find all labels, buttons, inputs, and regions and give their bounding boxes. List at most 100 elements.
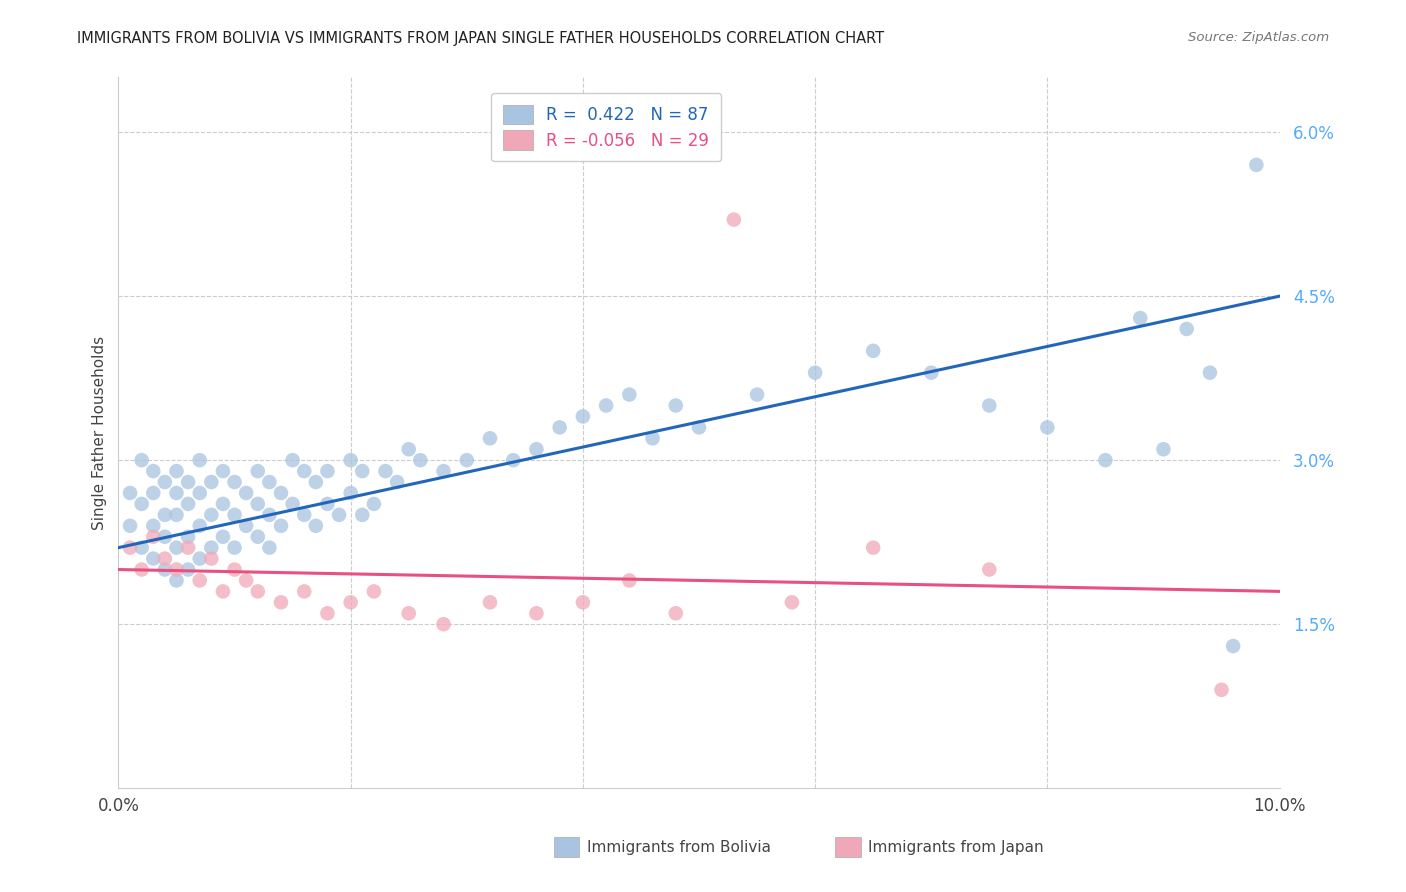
Point: [862, 541, 884, 555]
Point: [131, 497, 153, 511]
Point: [339, 595, 361, 609]
Point: [409, 453, 432, 467]
Point: [1175, 322, 1198, 336]
Point: [526, 607, 548, 621]
Point: [177, 475, 200, 489]
Point: [1094, 453, 1116, 467]
Point: [641, 431, 664, 445]
Point: [118, 486, 141, 500]
Point: [526, 442, 548, 457]
Y-axis label: Single Father Households: Single Father Households: [93, 335, 107, 530]
Point: [224, 562, 246, 576]
Point: [572, 595, 595, 609]
Point: [665, 399, 688, 413]
Point: [292, 464, 315, 478]
Point: [502, 453, 524, 467]
Point: [200, 475, 222, 489]
Point: [131, 541, 153, 555]
Point: [432, 464, 454, 478]
Point: [619, 387, 641, 401]
Point: [862, 343, 884, 358]
Point: [1036, 420, 1059, 434]
Point: [1211, 682, 1233, 697]
Point: [456, 453, 478, 467]
Point: [166, 464, 188, 478]
Point: [188, 551, 211, 566]
Point: [688, 420, 710, 434]
Point: [212, 464, 235, 478]
Point: [432, 617, 454, 632]
Point: [224, 508, 246, 522]
Point: [352, 508, 374, 522]
Point: [118, 518, 141, 533]
Point: [212, 530, 235, 544]
Point: [142, 518, 165, 533]
Point: [316, 464, 339, 478]
Point: [224, 541, 246, 555]
Point: [374, 464, 396, 478]
Point: [177, 562, 200, 576]
Point: [979, 562, 1001, 576]
Point: [212, 497, 235, 511]
Point: [131, 453, 153, 467]
Point: [142, 551, 165, 566]
Point: [200, 551, 222, 566]
Point: [153, 562, 176, 576]
Point: [131, 562, 153, 576]
Point: [292, 584, 315, 599]
Point: [305, 475, 328, 489]
Point: [166, 562, 188, 576]
Point: [745, 387, 768, 401]
Point: [665, 607, 688, 621]
Point: [153, 475, 176, 489]
Point: [1222, 639, 1244, 653]
Point: [1246, 158, 1268, 172]
Point: [246, 497, 269, 511]
Point: [316, 607, 339, 621]
Point: [259, 475, 281, 489]
Point: [920, 366, 942, 380]
Point: [979, 399, 1001, 413]
Point: [1199, 366, 1222, 380]
Point: [780, 595, 803, 609]
Point: [200, 541, 222, 555]
Point: [235, 518, 257, 533]
Point: [385, 475, 408, 489]
Point: [166, 574, 188, 588]
Point: [246, 530, 269, 544]
Point: [153, 530, 176, 544]
Point: [595, 399, 617, 413]
Point: [328, 508, 350, 522]
Point: [281, 453, 304, 467]
Point: [188, 574, 211, 588]
Point: [177, 497, 200, 511]
Point: [188, 453, 211, 467]
Point: [363, 497, 385, 511]
Point: [479, 431, 502, 445]
Point: [259, 508, 281, 522]
Point: [1129, 311, 1152, 326]
Point: [339, 453, 361, 467]
Point: [166, 508, 188, 522]
Point: [212, 584, 235, 599]
Point: [363, 584, 385, 599]
Point: [316, 497, 339, 511]
Point: [339, 486, 361, 500]
Point: [1152, 442, 1174, 457]
Bar: [554, 838, 579, 857]
Text: IMMIGRANTS FROM BOLIVIA VS IMMIGRANTS FROM JAPAN SINGLE FATHER HOUSEHOLDS CORREL: IMMIGRANTS FROM BOLIVIA VS IMMIGRANTS FR…: [77, 31, 884, 46]
Point: [246, 464, 269, 478]
Point: [619, 574, 641, 588]
Point: [292, 508, 315, 522]
Point: [118, 541, 141, 555]
Point: [270, 518, 292, 533]
Point: [177, 541, 200, 555]
Legend: R =  0.422   N = 87, R = -0.056   N = 29: R = 0.422 N = 87, R = -0.056 N = 29: [491, 93, 721, 161]
Point: [270, 595, 292, 609]
Bar: [835, 838, 860, 857]
Point: [142, 464, 165, 478]
Point: [188, 486, 211, 500]
Point: [572, 409, 595, 424]
Point: [259, 541, 281, 555]
Point: [166, 486, 188, 500]
